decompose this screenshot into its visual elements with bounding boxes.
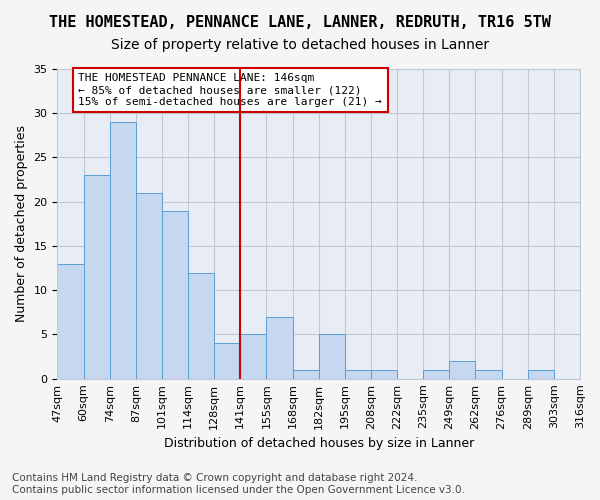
Bar (371, 370, 397, 378)
Bar (214, 344, 241, 378)
Text: THE HOMESTEAD, PENNANCE LANE, LANNER, REDRUTH, TR16 5TW: THE HOMESTEAD, PENNANCE LANE, LANNER, RE… (49, 15, 551, 30)
Bar (449, 361, 475, 378)
Bar (188, 272, 214, 378)
Bar (241, 334, 266, 378)
Bar (136, 193, 162, 378)
Bar (423, 370, 449, 378)
Y-axis label: Number of detached properties: Number of detached properties (15, 126, 28, 322)
X-axis label: Distribution of detached houses by size in Lanner: Distribution of detached houses by size … (164, 437, 474, 450)
Bar (345, 370, 371, 378)
Text: THE HOMESTEAD PENNANCE LANE: 146sqm
← 85% of detached houses are smaller (122)
1: THE HOMESTEAD PENNANCE LANE: 146sqm ← 85… (79, 74, 382, 106)
Bar (475, 370, 502, 378)
Text: Contains HM Land Registry data © Crown copyright and database right 2024.
Contai: Contains HM Land Registry data © Crown c… (12, 474, 465, 495)
Bar (83, 175, 110, 378)
Text: Size of property relative to detached houses in Lanner: Size of property relative to detached ho… (111, 38, 489, 52)
Bar (293, 370, 319, 378)
Bar (58, 264, 83, 378)
Bar (266, 316, 293, 378)
Bar (110, 122, 136, 378)
Bar (162, 210, 188, 378)
Bar (528, 370, 554, 378)
Bar (319, 334, 345, 378)
